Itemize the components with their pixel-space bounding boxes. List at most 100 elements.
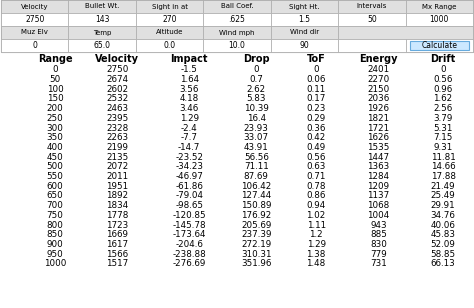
Text: 58.85: 58.85	[430, 250, 456, 259]
Text: 71.11: 71.11	[244, 162, 269, 171]
Text: Mx Range: Mx Range	[422, 3, 456, 10]
Text: 2135: 2135	[106, 153, 128, 162]
Text: 650: 650	[47, 192, 64, 201]
Text: 43.91: 43.91	[244, 143, 269, 152]
Text: -7.7: -7.7	[181, 133, 198, 142]
Text: 90: 90	[300, 41, 310, 50]
Text: 1068: 1068	[367, 201, 390, 210]
Text: 350: 350	[47, 133, 64, 142]
Text: 0: 0	[32, 41, 37, 50]
Bar	[338, 39, 406, 52]
Bar	[406, 0, 473, 13]
Text: Drift: Drift	[430, 55, 456, 64]
Text: Ball Coef.: Ball Coef.	[220, 3, 254, 10]
Text: 10.39: 10.39	[244, 104, 269, 113]
Text: -1.5: -1.5	[181, 65, 198, 74]
Bar	[1, 13, 68, 26]
Text: 127.44: 127.44	[241, 192, 272, 201]
Text: 600: 600	[47, 182, 64, 191]
Text: 150.89: 150.89	[241, 201, 272, 210]
Text: 3.46: 3.46	[180, 104, 199, 113]
Text: 3.56: 3.56	[180, 85, 199, 94]
Text: 50: 50	[49, 75, 61, 84]
Text: 0.23: 0.23	[307, 104, 326, 113]
Text: Muz Elv: Muz Elv	[21, 30, 48, 35]
Bar	[136, 13, 203, 26]
Text: 9.31: 9.31	[433, 143, 453, 152]
Text: 1.29: 1.29	[307, 240, 326, 249]
Text: 17.88: 17.88	[430, 172, 456, 181]
Text: 1000: 1000	[44, 259, 66, 268]
Bar	[203, 26, 271, 39]
Text: 50: 50	[367, 15, 377, 24]
Text: 2036: 2036	[367, 95, 390, 103]
Text: 2395: 2395	[106, 114, 128, 123]
Bar	[338, 0, 406, 13]
Text: 1004: 1004	[367, 211, 390, 220]
Text: 14.66: 14.66	[431, 162, 456, 171]
Text: 0.96: 0.96	[433, 85, 453, 94]
Text: 779: 779	[370, 250, 387, 259]
Text: 1447: 1447	[367, 153, 390, 162]
Text: 1363: 1363	[367, 162, 390, 171]
Text: 400: 400	[47, 143, 64, 152]
Text: 1284: 1284	[367, 172, 390, 181]
Text: 0.29: 0.29	[307, 114, 326, 123]
Text: 900: 900	[47, 240, 64, 249]
Text: 2750: 2750	[25, 15, 45, 24]
Text: -14.7: -14.7	[178, 143, 201, 152]
Text: 0.7: 0.7	[249, 75, 263, 84]
Text: 800: 800	[47, 221, 64, 229]
Text: 1669: 1669	[106, 230, 128, 239]
Text: 250: 250	[47, 114, 64, 123]
Text: 33.07: 33.07	[244, 133, 269, 142]
Text: 52.09: 52.09	[431, 240, 456, 249]
Text: 4.18: 4.18	[180, 95, 199, 103]
Text: 66.13: 66.13	[431, 259, 456, 268]
Text: 1.2: 1.2	[310, 230, 323, 239]
Text: ToF: ToF	[307, 55, 326, 64]
Bar	[271, 39, 338, 52]
Text: 1.29: 1.29	[180, 114, 199, 123]
Text: 1000: 1000	[429, 15, 449, 24]
Text: 1892: 1892	[106, 192, 128, 201]
Text: 0: 0	[52, 65, 58, 74]
Text: Velocity: Velocity	[21, 3, 48, 10]
Bar	[68, 0, 136, 13]
Text: 1.5: 1.5	[299, 15, 310, 24]
Text: -34.23: -34.23	[175, 162, 203, 171]
Text: 100: 100	[47, 85, 64, 94]
Text: 943: 943	[370, 221, 387, 229]
Text: 1834: 1834	[106, 201, 128, 210]
Text: 0.56: 0.56	[433, 75, 453, 84]
Text: 2401: 2401	[367, 65, 390, 74]
Text: 2150: 2150	[367, 85, 390, 94]
Text: 205.69: 205.69	[241, 221, 272, 229]
Bar	[1, 0, 473, 52]
Text: 1.38: 1.38	[307, 250, 326, 259]
Text: -61.86: -61.86	[175, 182, 203, 191]
Text: Altitude: Altitude	[156, 30, 183, 35]
Text: 1517: 1517	[106, 259, 128, 268]
Text: Calculate: Calculate	[421, 41, 457, 50]
Text: 310.31: 310.31	[241, 250, 272, 259]
Text: 950: 950	[47, 250, 64, 259]
Text: -98.65: -98.65	[175, 201, 203, 210]
Text: 0.78: 0.78	[306, 182, 326, 191]
Text: 2532: 2532	[106, 95, 128, 103]
Text: .625: .625	[228, 15, 246, 24]
Text: Impact: Impact	[171, 55, 208, 64]
Text: 0.0: 0.0	[164, 41, 176, 50]
Text: 0.71: 0.71	[307, 172, 326, 181]
Bar	[338, 26, 473, 39]
Text: Wind dir: Wind dir	[290, 30, 319, 35]
Text: 176.92: 176.92	[241, 211, 272, 220]
Text: 45.83: 45.83	[430, 230, 456, 239]
Text: 300: 300	[47, 124, 64, 132]
Text: 0.17: 0.17	[307, 95, 326, 103]
Text: Wind mph: Wind mph	[219, 30, 255, 35]
Text: Intervals: Intervals	[356, 3, 387, 10]
Text: 0.06: 0.06	[307, 75, 326, 84]
Text: 25.49: 25.49	[431, 192, 456, 201]
Text: 2.56: 2.56	[433, 104, 453, 113]
